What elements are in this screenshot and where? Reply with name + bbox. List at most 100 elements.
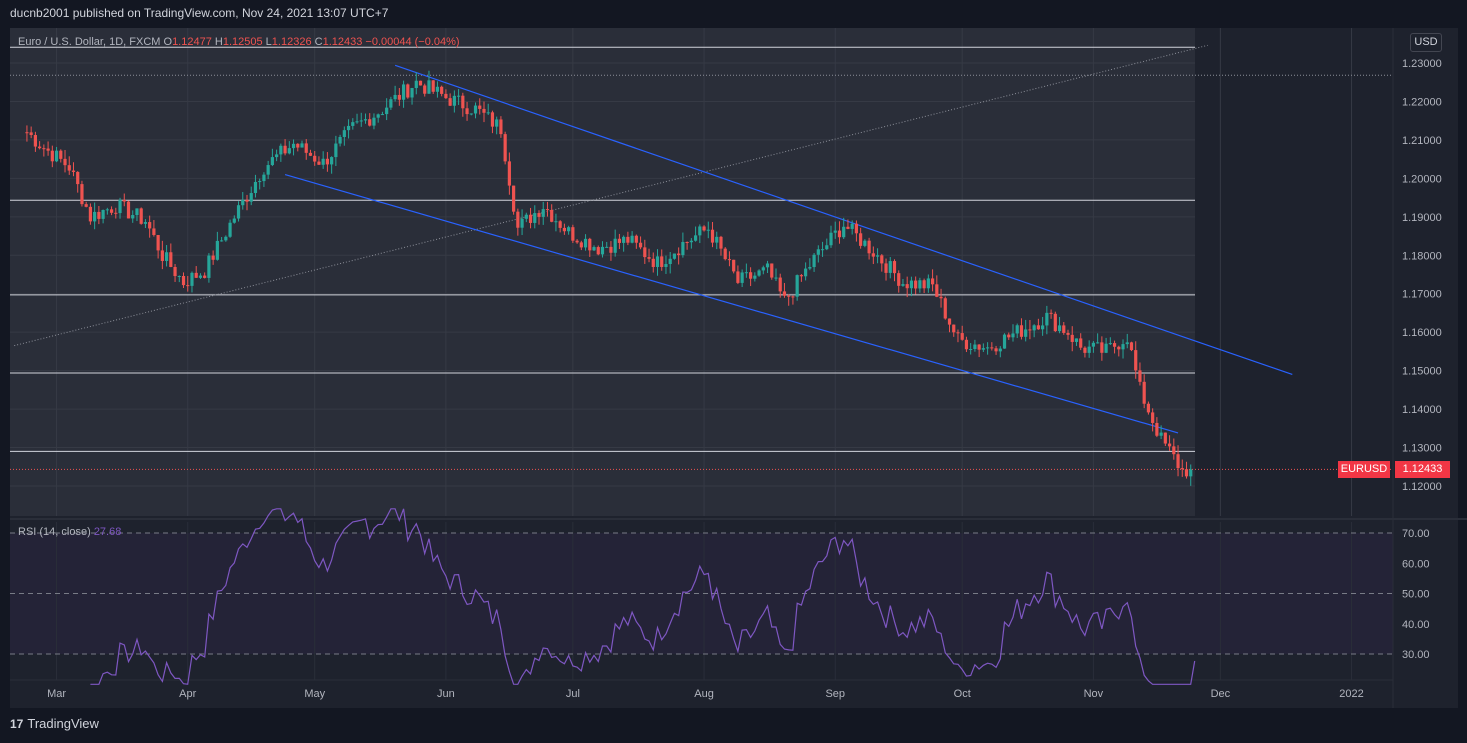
symbol-legend[interactable]: Euro / U.S. Dollar, 1D, FXCM O1.12477 H1… bbox=[18, 36, 460, 48]
candle-body bbox=[351, 122, 355, 126]
candle-body bbox=[461, 95, 465, 109]
candle-body bbox=[355, 121, 359, 123]
horizontal-levels[interactable] bbox=[10, 46, 1393, 452]
grid bbox=[10, 28, 1353, 680]
candle-body bbox=[664, 264, 668, 267]
time-tick-label: Sep bbox=[825, 688, 845, 700]
candle-body bbox=[156, 234, 160, 251]
candle-body bbox=[29, 132, 33, 136]
candle-body bbox=[105, 209, 109, 211]
candle-body bbox=[148, 222, 152, 229]
candle-body bbox=[710, 229, 715, 243]
candle-body bbox=[914, 280, 918, 289]
candle-body bbox=[397, 94, 401, 100]
candle-body bbox=[262, 174, 266, 182]
footer[interactable]: 17 TradingView bbox=[10, 716, 99, 731]
channel-lower-line bbox=[284, 173, 1179, 434]
candle-body bbox=[782, 291, 787, 296]
candle-body bbox=[1019, 325, 1024, 337]
candle-body bbox=[296, 143, 300, 148]
candle-body bbox=[1062, 325, 1066, 333]
candle-body bbox=[562, 227, 566, 232]
candle-body bbox=[867, 240, 871, 254]
candle-body bbox=[719, 236, 723, 249]
candle-body bbox=[359, 120, 363, 122]
candle-body bbox=[804, 268, 808, 277]
time-tick-label: Oct bbox=[954, 688, 971, 700]
candle-body bbox=[393, 94, 397, 100]
candle-body bbox=[545, 209, 550, 211]
candle-body bbox=[588, 238, 592, 251]
candle-body bbox=[1189, 469, 1193, 477]
candle-body bbox=[825, 245, 829, 250]
candle-body bbox=[981, 348, 985, 350]
candle-body bbox=[820, 249, 825, 251]
candle-body bbox=[774, 277, 778, 279]
price-tick-label: 1.16000 bbox=[1402, 327, 1442, 339]
candle-body bbox=[317, 161, 321, 165]
candle-body bbox=[533, 213, 537, 223]
candle-body bbox=[1057, 325, 1062, 332]
candle-body bbox=[406, 84, 410, 98]
price-tag: 1.12433 bbox=[1395, 461, 1450, 478]
candle-body bbox=[342, 130, 346, 138]
candle-body bbox=[1167, 443, 1172, 447]
price-axis[interactable]: 1.23000 1.22000 1.21000 1.20000 1.19000 1.180… bbox=[1402, 58, 1442, 493]
candle-body bbox=[452, 95, 456, 106]
candle-body bbox=[38, 146, 42, 149]
candle-body bbox=[960, 333, 964, 340]
candle-body bbox=[270, 157, 274, 166]
candle-body bbox=[1036, 325, 1040, 330]
rsi-legend[interactable]: RSI (14, close) 27.68 bbox=[18, 526, 121, 538]
rsi-axis[interactable]: 70.00 60.00 50.00 40.00 30.00 bbox=[1402, 528, 1430, 661]
time-axis[interactable]: Mar Apr May Jun Jul Aug Sep Oct Nov Dec 2022 bbox=[47, 688, 1364, 700]
time-tick-label: Mar bbox=[47, 688, 66, 700]
candle-body bbox=[25, 132, 29, 134]
candle-body bbox=[440, 86, 444, 94]
candle-body bbox=[613, 238, 617, 253]
price-tick-label: 1.18000 bbox=[1402, 250, 1442, 262]
candle-body bbox=[427, 80, 431, 94]
candle-body bbox=[1100, 342, 1104, 353]
candle-body bbox=[241, 199, 245, 206]
candle-body bbox=[554, 221, 558, 223]
candle-body bbox=[1091, 342, 1095, 347]
candle-body bbox=[575, 240, 579, 243]
candle-body bbox=[1002, 334, 1007, 349]
legend-change: −0.00044 (−0.04%) bbox=[365, 36, 460, 48]
candle-body bbox=[42, 148, 46, 150]
candle-body bbox=[655, 256, 660, 267]
candle-body bbox=[643, 247, 647, 258]
rsi-tick-label: 30.00 bbox=[1402, 649, 1430, 661]
candle-body bbox=[693, 235, 698, 241]
candle-body bbox=[46, 148, 50, 151]
candle-body bbox=[626, 236, 630, 243]
candle-body bbox=[109, 209, 114, 213]
currency-button[interactable]: USD bbox=[1410, 33, 1442, 52]
candle-body bbox=[897, 273, 901, 286]
candle-body bbox=[634, 235, 638, 243]
candle-body bbox=[1163, 432, 1167, 444]
candle-body bbox=[122, 199, 126, 202]
candle-body bbox=[372, 117, 376, 126]
rsi-tick-label: 50.00 bbox=[1402, 589, 1430, 601]
candle-body bbox=[88, 206, 93, 222]
rsi-tick-label: 70.00 bbox=[1402, 528, 1430, 540]
candle-body bbox=[871, 253, 875, 257]
candle-body bbox=[884, 263, 888, 273]
candle-body bbox=[1015, 325, 1019, 334]
candle-body bbox=[1172, 446, 1176, 455]
candle-body bbox=[846, 226, 850, 229]
candle-body bbox=[279, 145, 283, 155]
candle-body bbox=[727, 259, 732, 261]
candle-body bbox=[956, 332, 960, 334]
candle-body bbox=[1083, 347, 1087, 353]
candle-body bbox=[592, 247, 596, 251]
candle-body bbox=[1151, 412, 1155, 423]
rsi-levels bbox=[10, 532, 1393, 655]
candle-body bbox=[1176, 454, 1180, 469]
candle-body bbox=[181, 275, 186, 286]
candle-body bbox=[418, 80, 423, 86]
candle-body bbox=[131, 215, 135, 219]
